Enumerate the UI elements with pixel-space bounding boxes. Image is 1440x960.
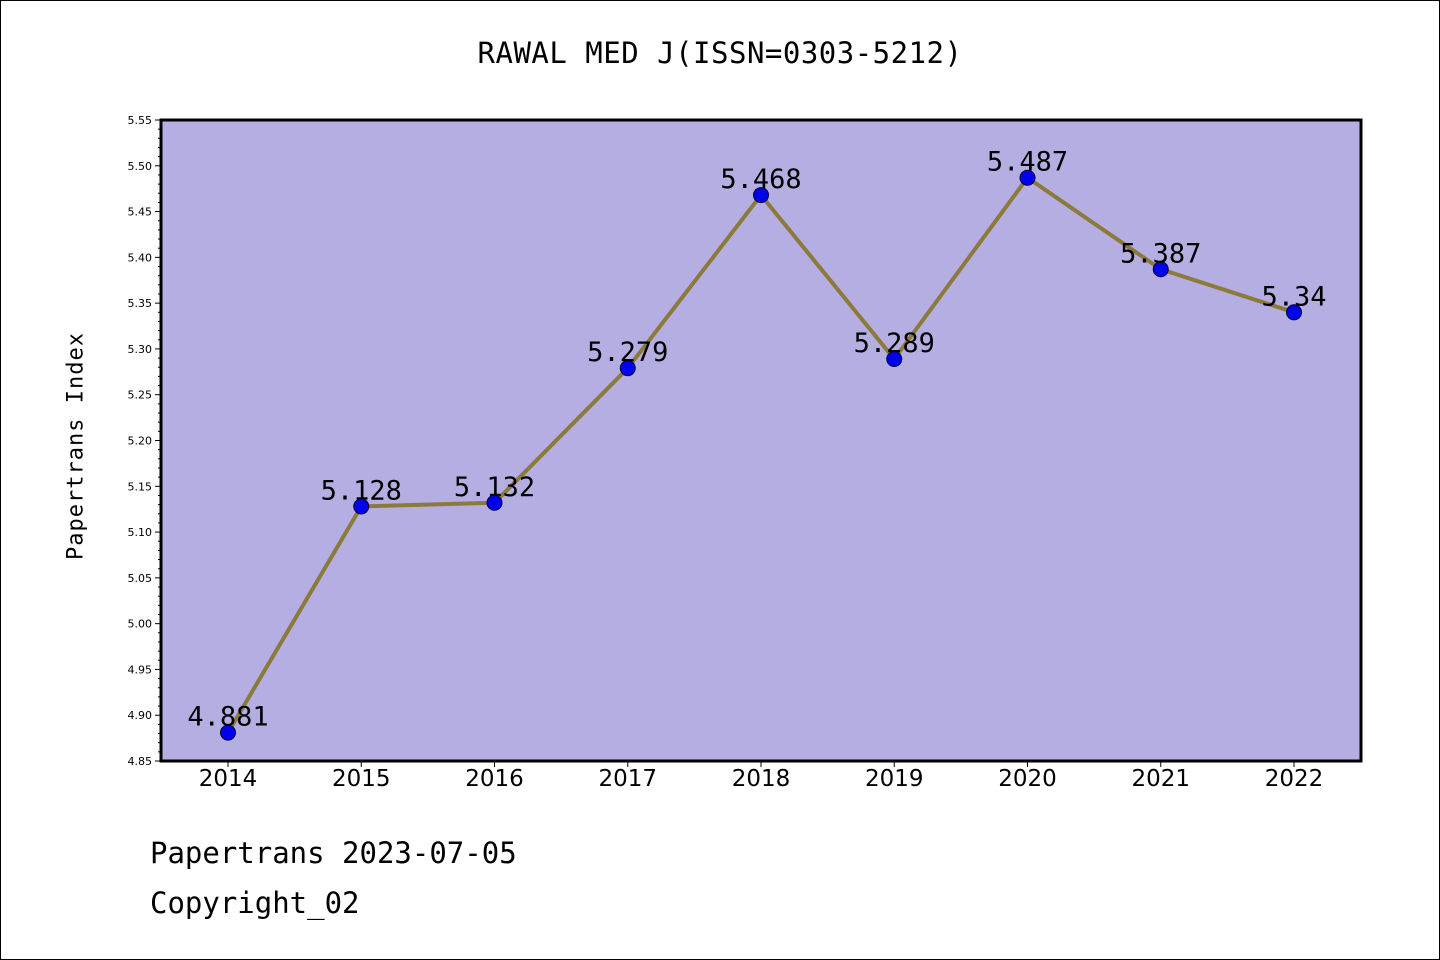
y-tick-label: 5.40 xyxy=(128,251,153,264)
data-point xyxy=(753,187,769,204)
data-point xyxy=(1019,169,1036,186)
x-tick-label: 2019 xyxy=(865,766,924,792)
y-tick-label: 5.10 xyxy=(128,526,153,539)
y-tick-label: 5.15 xyxy=(128,480,153,493)
y-tick-label: 5.35 xyxy=(128,297,153,310)
y-tick-label: 4.85 xyxy=(128,755,153,768)
y-tick-label: 5.05 xyxy=(128,572,153,585)
plot-area xyxy=(161,120,1361,761)
data-point xyxy=(1286,304,1302,321)
y-tick-label: 5.50 xyxy=(128,160,153,173)
x-tick-label: 2021 xyxy=(1131,766,1190,792)
y-tick-label: 4.90 xyxy=(128,709,153,722)
y-tick-label: 5.45 xyxy=(128,206,153,219)
y-tick-label: 5.25 xyxy=(128,389,153,402)
data-label: 5.387 xyxy=(1120,238,1201,269)
data-point xyxy=(486,494,503,511)
data-label: 4.881 xyxy=(187,702,268,733)
data-label: 5.34 xyxy=(1261,281,1326,312)
x-tick-label: 2014 xyxy=(199,766,258,792)
data-label: 5.128 xyxy=(321,475,402,506)
chart-title: RAWAL MED J(ISSN=0303-5212) xyxy=(477,36,963,70)
x-tick-label: 2018 xyxy=(732,766,791,792)
series-group: 4.881 5.128 5.132 5.279 5.468 5.289 5.487 5.387… xyxy=(187,147,1327,741)
x-tick-label: 2017 xyxy=(598,766,657,792)
footer-date: Papertrans 2023-07-05 xyxy=(150,836,517,870)
data-label: 5.487 xyxy=(987,147,1068,178)
y-tick-label: 4.95 xyxy=(128,663,153,676)
data-label: 5.132 xyxy=(454,472,535,503)
plot-border xyxy=(159,118,1363,763)
data-point xyxy=(220,724,236,741)
x-tick-label: 2016 xyxy=(465,766,524,792)
y-tick-label: 5.20 xyxy=(128,435,153,448)
y-tick-label: 5.30 xyxy=(128,343,153,356)
data-label: 5.279 xyxy=(587,337,668,368)
x-tick-label: 2015 xyxy=(332,766,391,792)
data-point xyxy=(619,360,636,377)
x-tick-label: 2020 xyxy=(998,766,1057,792)
data-label: 5.289 xyxy=(854,328,935,359)
data-point xyxy=(886,351,903,368)
data-label: 5.468 xyxy=(720,164,801,195)
x-tick-label: 2022 xyxy=(1265,766,1324,792)
y-tick-label: 5.00 xyxy=(128,618,153,631)
footer-copyright: Copyright_02 xyxy=(150,886,360,920)
data-point xyxy=(353,498,370,515)
y-axis: 4.85 4.90 4.95 5.00 5.05 5.10 5.15 5.20 5.25 5.30… xyxy=(128,114,161,768)
data-point xyxy=(1152,261,1169,278)
x-axis: 2014 2015 2016 2017 2018 2019 2020 2021 2022 xyxy=(199,761,1324,792)
y-tick-label: 5.55 xyxy=(128,114,153,127)
